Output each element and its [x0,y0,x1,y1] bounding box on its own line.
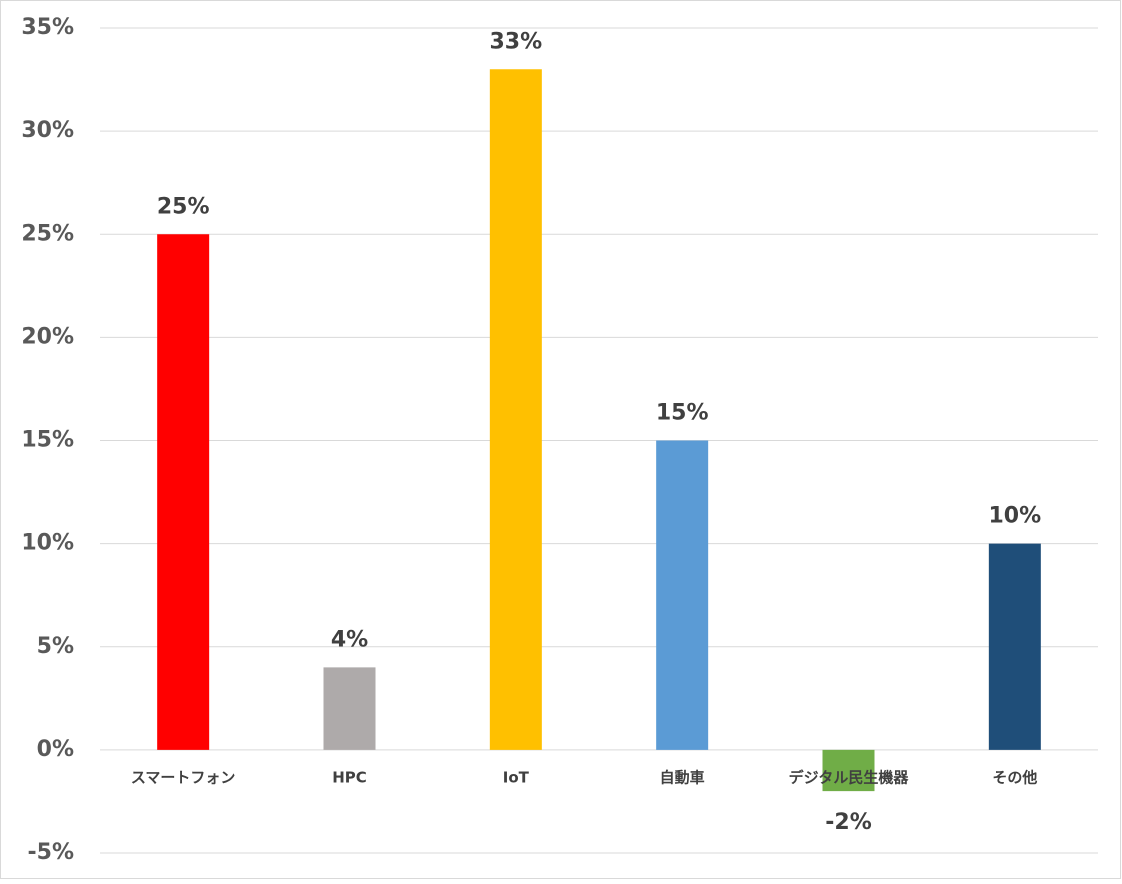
value-label: -2% [825,810,871,835]
x-tick-label: デジタル民生機器 [789,768,910,786]
y-tick-label: 25% [21,221,74,246]
y-tick-label: 5% [37,634,74,659]
x-tick-label: スマートフォン [131,768,236,786]
bar [157,234,210,750]
value-label: 10% [988,504,1041,529]
y-tick-label: 20% [21,324,74,349]
y-tick-label: 0% [37,737,74,762]
bar [489,69,542,750]
x-tick-label: 自動車 [660,768,705,786]
bar [822,749,875,792]
y-tick-label: 10% [21,531,74,556]
x-tick-label: HPC [332,768,367,786]
y-tick-label: -5% [28,840,74,865]
y-tick-label: 35% [21,15,74,40]
y-tick-label: 15% [21,428,74,453]
value-label: 33% [489,29,542,54]
y-tick-label: 30% [21,118,74,143]
bar [656,440,709,750]
value-label: 25% [157,194,210,219]
x-tick-label: IoT [503,768,530,786]
bar [323,667,376,750]
value-label: 4% [331,627,368,652]
bar [988,543,1041,750]
x-tick-label: その他 [992,768,1037,786]
value-label: 15% [656,401,709,426]
